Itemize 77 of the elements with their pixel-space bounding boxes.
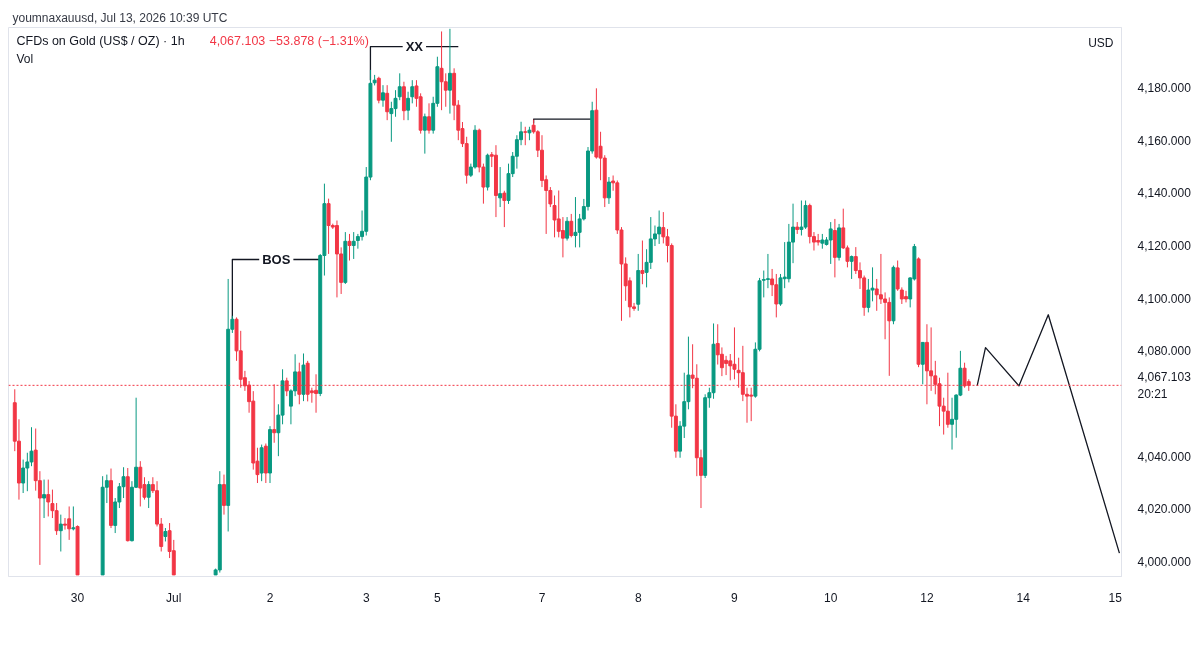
x-tick-label: 9 [731,590,739,605]
candlestick [58,514,63,552]
x-tick-label: 14 [1016,590,1031,605]
annotation: 4,067.103 −53.878 (−1.31%) [209,33,369,48]
candlestick [385,84,390,121]
chart-subtitle: youmnaxauusd, Jul 13, 2026 10:39 UTC [12,10,228,25]
candlestick [67,505,72,541]
candlestick [573,196,578,248]
candlestick [71,505,76,531]
text: CFDs on Gold (US$ / OZ) · 1h [16,33,185,48]
candlestick [42,479,47,519]
candlestick [606,176,611,205]
y-tick-label: 4,140.000 [1137,186,1192,201]
candlestick [389,101,394,143]
candlestick [950,397,954,451]
y-tick-label: 4,180.000 [1137,81,1192,96]
candlestick [719,346,724,377]
x-tick-label: 2 [266,590,274,605]
candlestick [422,113,427,155]
candlestick [569,213,574,238]
candlestick [565,216,570,242]
ref-line-label: 4,067.103 20:21 [1137,369,1192,401]
y-tick-label: 4,040.000 [1137,449,1192,464]
candlestick [765,253,770,289]
y-tick-label: 4,020.000 [1137,502,1192,517]
candlestick [904,290,908,303]
candlestick [447,28,452,115]
candlestick [439,30,444,111]
candlestick [498,166,503,208]
y-tick-label: 4,080.000 [1137,344,1192,359]
x-tick-label: 5 [434,590,442,605]
candlestick [920,341,925,385]
candlestick [728,353,733,381]
x-tick-label: 10 [824,590,838,605]
annotation: Vol [16,51,34,66]
candlestick [887,296,892,377]
x-tick-label: Jul [166,590,182,605]
candlestick [351,231,356,260]
candlestick [21,459,26,494]
candlestick [25,452,30,492]
candlestick [146,480,151,509]
candlestick [816,233,821,247]
y-tick-label: 4,120.000 [1137,239,1192,254]
candlestick [560,216,565,258]
y-tick-label: 4,100.000 [1137,291,1192,306]
candlestick [401,81,406,121]
candlestick [347,233,352,262]
x-tick-label: 15 [1108,590,1123,605]
candlestick [138,460,143,507]
candlestick [724,355,729,376]
candlestick [866,278,871,313]
candlestick [640,240,645,285]
x-tick-label: 8 [634,590,642,605]
candlestick [648,216,653,270]
candlestick [46,479,51,517]
candlestick [657,210,662,245]
candlestick [799,199,804,237]
x-tick-label: 30 [70,590,85,605]
candlestick [661,211,666,244]
x-tick-label: 3 [362,590,370,605]
x-tick-label: 12 [920,590,934,605]
candlestick [381,84,385,108]
line-series [976,314,1121,554]
candlestick [222,474,226,516]
y-tick-label: 4,000.000 [1137,555,1192,570]
candlestick [749,387,754,422]
candlestick [502,190,507,228]
candlestick [427,102,431,135]
y-axis-title: USD [1088,35,1114,50]
candlestick [63,517,67,531]
series-label: BOS [262,251,291,267]
candlestick [54,502,59,536]
y-tick-label: 4,160.000 [1137,133,1192,148]
x-tick-label: 7 [538,590,546,605]
candlestick [326,198,331,255]
series-label: XX [405,39,424,55]
candlestick [443,72,448,108]
